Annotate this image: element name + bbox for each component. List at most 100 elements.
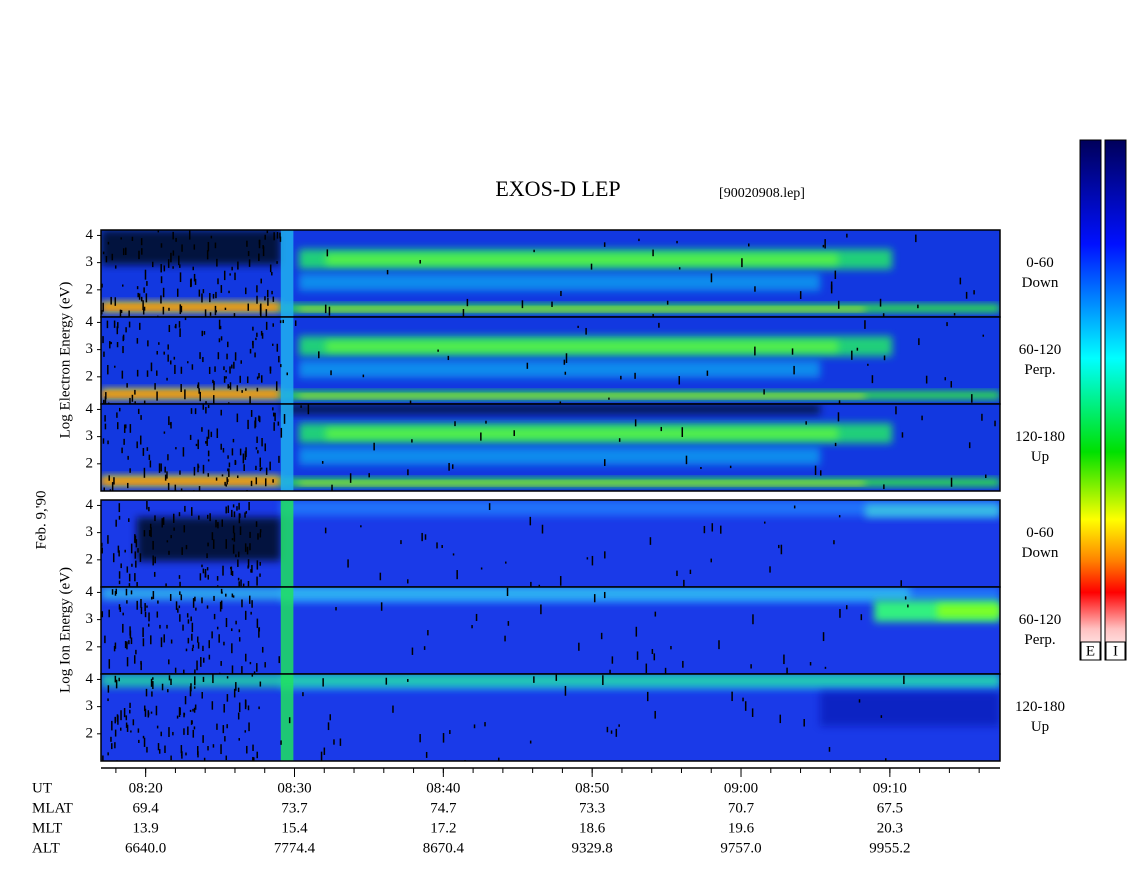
noise	[259, 457, 261, 468]
noise	[227, 505, 230, 514]
noise	[115, 679, 118, 689]
noise	[187, 361, 189, 364]
noise	[102, 755, 104, 761]
noise	[109, 489, 112, 491]
noise	[851, 350, 853, 360]
panel-frame	[100, 403, 1001, 492]
noise	[244, 512, 246, 518]
noise	[202, 568, 205, 574]
noise	[407, 469, 409, 476]
noise	[144, 269, 147, 280]
noise	[321, 461, 324, 464]
noise	[121, 370, 124, 379]
noise	[170, 360, 172, 365]
noise	[207, 459, 210, 462]
noise	[136, 582, 138, 587]
noise	[167, 482, 170, 490]
noise	[176, 288, 179, 297]
noise	[196, 660, 198, 671]
noise	[451, 464, 454, 469]
noise	[559, 576, 562, 586]
noise	[172, 731, 174, 736]
noise	[179, 328, 181, 337]
noise	[233, 361, 235, 369]
noise	[237, 687, 240, 693]
noise	[256, 618, 259, 628]
noise	[134, 573, 136, 582]
noise	[231, 509, 233, 518]
noise	[166, 540, 169, 543]
noise	[248, 259, 251, 267]
noise	[146, 370, 149, 377]
noise	[560, 290, 562, 297]
noise	[220, 336, 223, 341]
noise	[221, 474, 224, 477]
noise	[144, 708, 147, 717]
noise	[107, 685, 110, 693]
noise	[189, 279, 192, 288]
noise	[160, 637, 163, 648]
noise	[653, 653, 656, 661]
noise	[126, 641, 128, 650]
intensity-region	[325, 341, 839, 352]
noise	[167, 354, 169, 362]
noise	[102, 336, 104, 344]
noise	[204, 568, 207, 578]
noise	[122, 346, 124, 354]
noise	[190, 408, 193, 414]
noise	[678, 376, 681, 385]
noise	[232, 504, 235, 508]
noise	[164, 466, 166, 473]
noise	[300, 405, 302, 408]
noise	[120, 309, 123, 314]
noise	[187, 637, 190, 644]
noise	[194, 669, 196, 674]
noise	[227, 468, 229, 472]
noise	[634, 372, 636, 379]
noise	[235, 620, 237, 625]
noise	[752, 614, 754, 625]
noise	[658, 322, 660, 328]
noise	[211, 701, 214, 710]
noise	[882, 313, 885, 317]
noise	[689, 569, 692, 575]
noise	[526, 362, 529, 369]
orbit-value: 15.4	[281, 820, 308, 836]
y-tick-label: 3	[86, 341, 94, 357]
noise	[165, 583, 167, 587]
time-tick-label: 08:20	[129, 780, 163, 796]
noise	[216, 258, 218, 267]
noise	[137, 292, 139, 298]
noise	[676, 240, 678, 244]
noise	[971, 394, 973, 403]
noise	[271, 290, 273, 295]
noise	[436, 542, 438, 549]
noise	[134, 551, 137, 559]
noise	[272, 323, 274, 327]
noise	[276, 343, 279, 352]
noise	[101, 542, 103, 547]
noise	[134, 401, 136, 404]
noise	[142, 638, 145, 647]
noise	[220, 588, 223, 594]
noise	[149, 460, 152, 468]
intensity-region	[298, 307, 866, 311]
noise	[110, 296, 112, 305]
noise	[223, 270, 226, 281]
noise	[197, 384, 199, 389]
noise	[259, 681, 262, 687]
noise	[649, 537, 652, 545]
noise	[274, 412, 276, 422]
noise	[228, 468, 230, 477]
noise	[199, 391, 201, 402]
time-tick-label: 09:00	[724, 780, 758, 796]
noise	[134, 535, 137, 544]
noise	[160, 295, 162, 304]
noise	[754, 346, 756, 356]
noise	[265, 321, 268, 330]
noise	[142, 735, 145, 739]
noise	[201, 597, 203, 604]
noise	[132, 719, 135, 726]
noise	[611, 656, 614, 664]
noise	[551, 301, 553, 307]
